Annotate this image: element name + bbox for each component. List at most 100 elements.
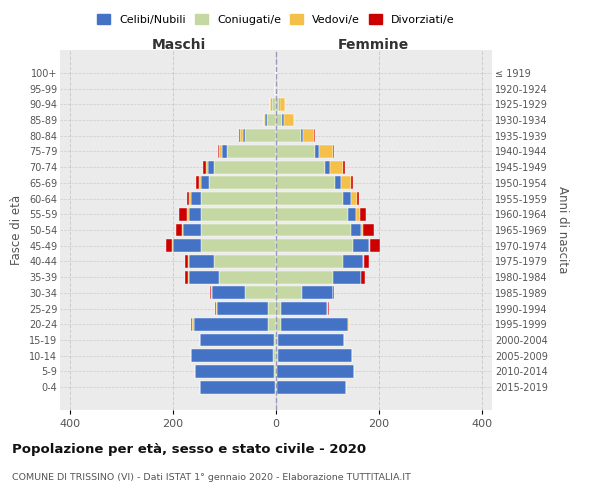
Text: Femmine: Femmine [338, 38, 409, 52]
Bar [185, 255, 188, 268]
Bar [202, 224, 276, 236]
Bar [267, 114, 276, 126]
Bar [276, 129, 301, 142]
Bar [281, 302, 328, 315]
Bar [343, 255, 364, 268]
Bar [196, 176, 199, 190]
Bar [216, 302, 217, 315]
Bar [202, 208, 276, 220]
Bar [276, 160, 325, 173]
Bar [368, 240, 370, 252]
Bar [277, 365, 354, 378]
Bar [274, 334, 276, 346]
Bar [274, 350, 276, 362]
Bar [328, 302, 329, 315]
Bar [209, 286, 211, 300]
Bar [364, 224, 374, 236]
Bar [191, 350, 274, 362]
Text: Popolazione per età, sesso e stato civile - 2020: Popolazione per età, sesso e stato civil… [12, 442, 366, 456]
Bar [188, 255, 214, 268]
Bar [199, 176, 202, 190]
Bar [187, 208, 188, 220]
Bar [276, 176, 335, 190]
Bar [348, 208, 356, 220]
Bar [272, 98, 276, 110]
Bar [202, 176, 209, 190]
Bar [208, 160, 214, 173]
Bar [276, 334, 278, 346]
Bar [330, 160, 343, 173]
Bar [278, 98, 280, 110]
Bar [200, 334, 274, 346]
Bar [194, 318, 268, 331]
Bar [276, 380, 277, 394]
Bar [333, 145, 334, 158]
Text: COMUNE DI TRISSINO (VI) - Dati ISTAT 1° gennaio 2020 - Elaborazione TUTTITALIA.I: COMUNE DI TRISSINO (VI) - Dati ISTAT 1° … [12, 472, 411, 482]
Bar [278, 334, 344, 346]
Bar [350, 224, 361, 236]
Bar [303, 129, 314, 142]
Bar [276, 270, 332, 283]
Bar [245, 286, 276, 300]
Bar [173, 240, 202, 252]
Bar [188, 208, 202, 220]
Bar [282, 114, 284, 126]
Y-axis label: Fasce di età: Fasce di età [10, 195, 23, 265]
Bar [276, 82, 277, 95]
Bar [214, 160, 276, 173]
Y-axis label: Anni di nascita: Anni di nascita [556, 186, 569, 274]
Bar [301, 129, 303, 142]
Legend: Celibi/Nubili, Coniugati/e, Vedovi/e, Divorziati/e: Celibi/Nubili, Coniugati/e, Vedovi/e, Di… [94, 10, 458, 28]
Bar [209, 176, 276, 190]
Bar [222, 145, 227, 158]
Bar [182, 224, 184, 236]
Bar [357, 192, 359, 205]
Bar [240, 129, 242, 142]
Bar [268, 302, 276, 315]
Bar [166, 240, 172, 252]
Bar [314, 145, 319, 158]
Bar [277, 82, 278, 95]
Bar [265, 114, 267, 126]
Bar [276, 145, 314, 158]
Bar [343, 160, 346, 173]
Bar [350, 176, 353, 190]
Bar [179, 208, 187, 220]
Bar [341, 176, 350, 190]
Bar [333, 286, 334, 300]
Bar [200, 380, 275, 394]
Bar [195, 365, 274, 378]
Bar [242, 129, 245, 142]
Bar [276, 286, 302, 300]
Bar [275, 380, 276, 394]
Bar [364, 255, 368, 268]
Bar [276, 302, 281, 315]
Bar [361, 224, 364, 236]
Bar [192, 318, 194, 331]
Bar [217, 302, 268, 315]
Bar [361, 270, 365, 283]
Bar [302, 286, 332, 300]
Bar [275, 82, 276, 95]
Bar [220, 270, 276, 283]
Bar [218, 145, 220, 158]
Bar [187, 192, 189, 205]
Bar [274, 365, 276, 378]
Bar [276, 318, 281, 331]
Bar [245, 129, 276, 142]
Text: Maschi: Maschi [152, 38, 206, 52]
Bar [356, 208, 360, 220]
Bar [270, 98, 271, 110]
Bar [202, 240, 276, 252]
Bar [353, 240, 368, 252]
Bar [176, 224, 182, 236]
Bar [276, 350, 278, 362]
Bar [220, 145, 222, 158]
Bar [276, 224, 350, 236]
Bar [202, 192, 276, 205]
Bar [263, 114, 265, 126]
Bar [185, 270, 188, 283]
Bar [206, 160, 208, 173]
Bar [277, 380, 346, 394]
Bar [227, 145, 276, 158]
